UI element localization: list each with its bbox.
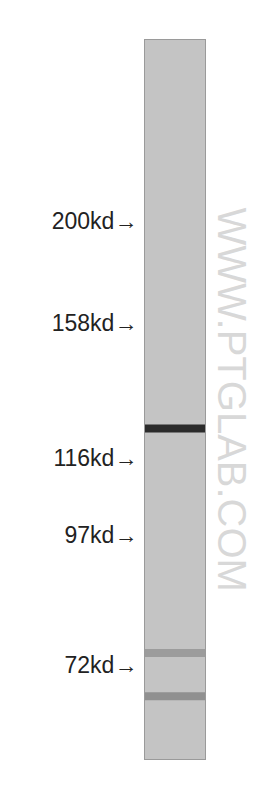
svg-text:WWW.PTGLAB.COM: WWW.PTGLAB.COM <box>210 208 254 592</box>
svg-text:116kd→: 116kd→ <box>53 445 137 471</box>
svg-text:72kd→: 72kd→ <box>65 652 138 678</box>
svg-text:97kd→: 97kd→ <box>65 522 138 548</box>
svg-text:158kd→: 158kd→ <box>52 310 138 336</box>
svg-text:200kd→: 200kd→ <box>52 208 138 234</box>
